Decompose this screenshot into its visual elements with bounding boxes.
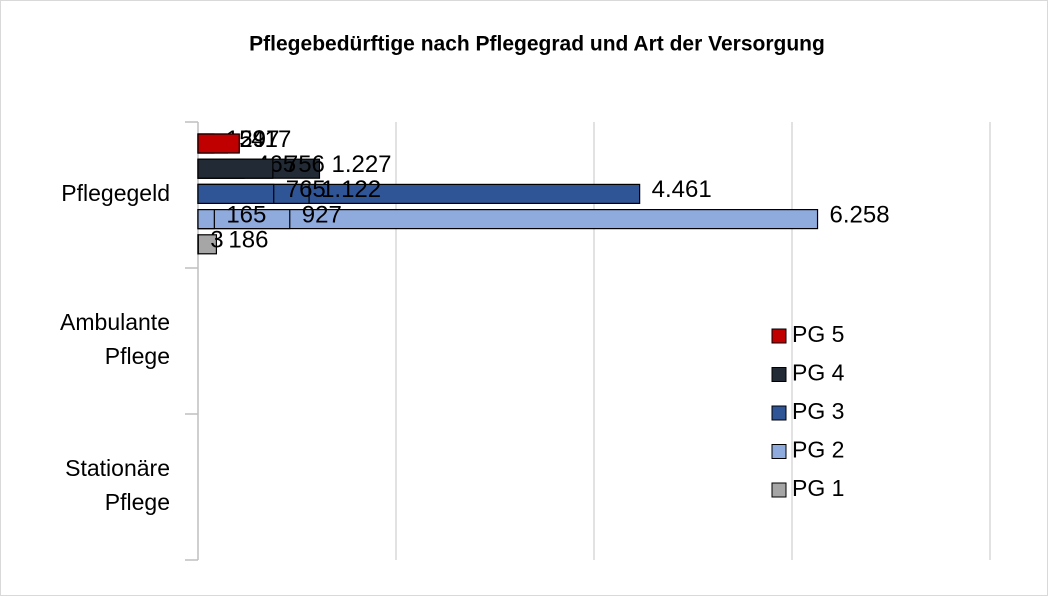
value-label: 756 xyxy=(285,151,325,178)
bar xyxy=(197,183,275,204)
value-label: 4.461 xyxy=(652,176,712,203)
bar xyxy=(197,133,240,154)
category-label: Pflegegeld xyxy=(61,180,170,206)
bar xyxy=(197,209,215,230)
bar xyxy=(197,158,274,179)
bar xyxy=(197,209,819,230)
value-label: 6.258 xyxy=(830,201,890,228)
value-label: 927 xyxy=(302,201,342,228)
legend-swatch xyxy=(771,405,787,421)
value-label: 417 xyxy=(251,126,291,153)
legend-label: PG 3 xyxy=(792,398,844,424)
value-label: 1.122 xyxy=(321,176,381,203)
legend-label: PG 4 xyxy=(792,360,845,386)
category-label: Ambulante Pflege xyxy=(60,309,170,369)
value-label: 3 xyxy=(210,227,223,254)
legend-label: PG 1 xyxy=(792,475,844,501)
legend-swatch xyxy=(771,367,787,382)
value-label: 165 xyxy=(226,201,266,228)
category-label: Stationäre Pflege xyxy=(65,455,170,515)
value-label: 765 xyxy=(286,176,326,203)
value-label: 1.227 xyxy=(331,151,391,178)
legend-label: PG 2 xyxy=(792,437,844,463)
legend-swatch xyxy=(771,444,787,459)
chart-title: Pflegebedürftige nach Pflegegrad und Art… xyxy=(249,33,825,56)
value-label: 297 xyxy=(239,126,279,153)
legend-label: PG 5 xyxy=(792,321,844,347)
legend-swatch xyxy=(771,328,787,344)
legend-swatch xyxy=(771,482,787,498)
value-label: 186 xyxy=(228,227,268,254)
